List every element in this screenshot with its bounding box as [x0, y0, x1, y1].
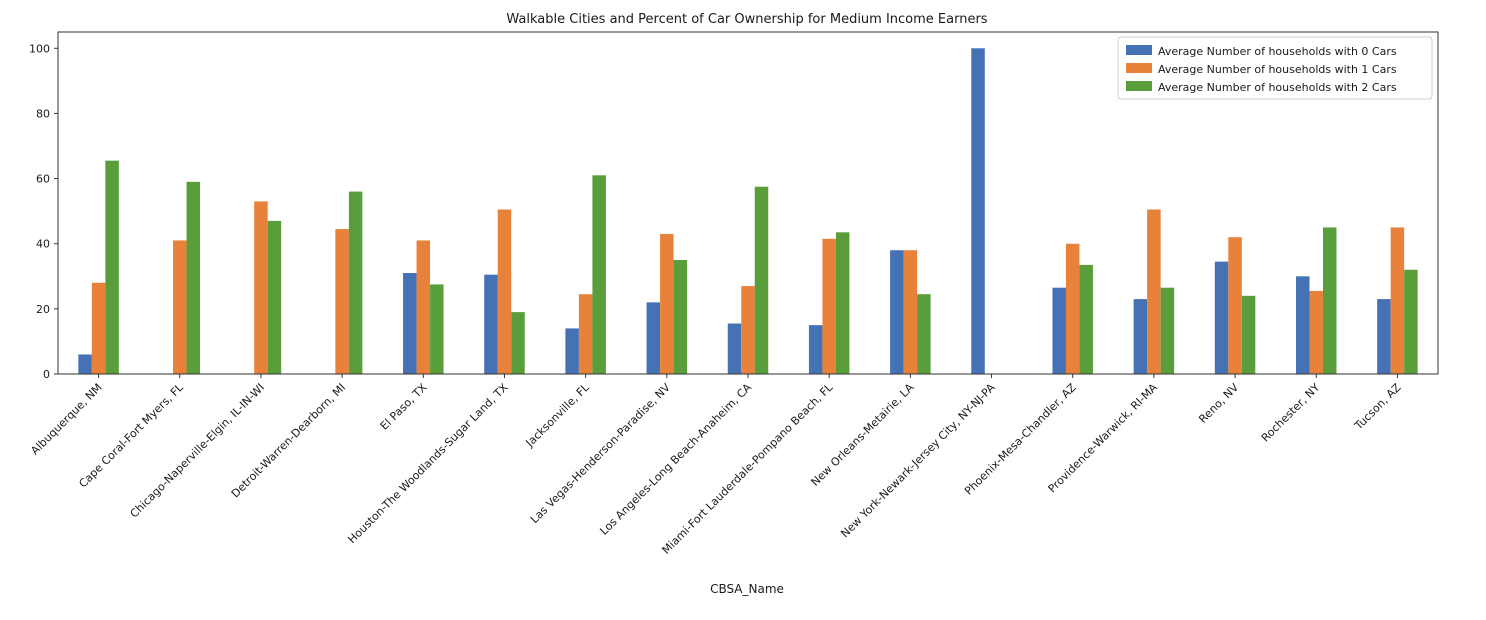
y-tick-label: 20	[36, 303, 50, 316]
bar	[1322, 227, 1337, 374]
bar-series	[91, 201, 1405, 374]
bar	[971, 48, 985, 375]
bar	[822, 238, 836, 374]
x-tick-label: Las Vegas-Henderson-Paradise, NV	[528, 381, 673, 526]
bar	[1390, 227, 1405, 374]
y-tick-label: 40	[36, 238, 50, 251]
bar	[1065, 243, 1080, 374]
bar	[91, 282, 106, 374]
x-tick-label: Los Angeles-Long Beach-Anaheim, CA	[597, 381, 754, 538]
bar	[348, 191, 363, 374]
bar	[646, 302, 661, 374]
legend-box	[1117, 36, 1433, 100]
bar	[754, 186, 769, 374]
bar	[727, 323, 742, 374]
legend-label: Average Number of households with 1 Cars	[1158, 63, 1397, 76]
bar	[78, 354, 92, 374]
bar	[511, 312, 525, 374]
legend: Average Number of households with 0 Cars…	[1117, 36, 1433, 100]
legend-label: Average Number of households with 0 Cars	[1158, 45, 1397, 58]
x-tick-label: New York-Newark-Jersey City, NY-NJ-PA	[838, 381, 998, 541]
bar	[578, 294, 593, 374]
bar	[835, 232, 850, 374]
bar	[1295, 276, 1310, 374]
bar	[1309, 290, 1323, 374]
legend-swatch	[1126, 45, 1152, 55]
bar	[1160, 287, 1175, 374]
bar	[1147, 209, 1161, 374]
bar	[254, 201, 268, 374]
legend-label: Average Number of households with 2 Cars	[1158, 81, 1397, 94]
bar	[1228, 237, 1242, 374]
y-tick-label: 80	[36, 107, 50, 120]
x-tick-label: Albuquerque, NM	[28, 381, 104, 457]
bar	[1377, 299, 1391, 374]
bar	[592, 175, 606, 374]
bar	[660, 233, 674, 374]
x-tick-label: Chicago-Naperville-Elgin, IL-IN-WI	[128, 381, 268, 521]
y-tick-label: 60	[36, 173, 50, 186]
bar	[267, 220, 282, 374]
x-tick-label: Tucson, AZ	[1352, 381, 1404, 433]
legend-swatch	[1126, 63, 1152, 73]
y-axis: 0 20 40 60 80 100	[29, 42, 58, 381]
y-tick-label: 0	[43, 368, 50, 381]
bar-series	[105, 160, 1418, 374]
bar	[890, 250, 904, 374]
bar	[105, 160, 119, 374]
bar	[484, 274, 498, 374]
x-tick-label: Miami-Fort Lauderdale-Pompano Beach, FL	[660, 380, 836, 556]
legend-swatch	[1126, 81, 1152, 91]
bar	[1214, 261, 1229, 374]
bar	[565, 328, 579, 374]
plot-frame	[57, 31, 1439, 375]
x-tick-label: Rochester, NY	[1259, 381, 1323, 445]
bar	[917, 294, 931, 374]
bar	[403, 273, 417, 374]
x-tick-label: El Paso, TX	[378, 381, 430, 433]
bar	[416, 240, 431, 374]
bar	[1133, 299, 1148, 374]
x-tick-label: Jacksonville, FL	[523, 380, 593, 450]
x-axis-label: CBSA_Name	[710, 582, 784, 596]
x-tick-label: Houston-The Woodlands-Sugar Land, TX	[345, 381, 510, 546]
y-tick-label: 100	[29, 42, 50, 55]
bar	[186, 181, 201, 374]
bar	[1241, 295, 1256, 374]
bar	[335, 229, 349, 374]
bar-series-group	[78, 48, 1418, 375]
bar	[903, 250, 918, 374]
bar	[673, 260, 688, 374]
x-tick-label: Reno, NV	[1196, 381, 1241, 426]
bar-series	[78, 48, 1391, 375]
bar	[1404, 269, 1418, 374]
bar	[808, 325, 823, 374]
bar	[741, 286, 755, 374]
bar	[1079, 264, 1093, 374]
bar	[430, 284, 444, 374]
bar	[497, 209, 512, 374]
chart-title: Walkable Cities and Percent of Car Owner…	[506, 12, 987, 27]
bar	[173, 240, 187, 374]
bar	[1052, 287, 1066, 374]
